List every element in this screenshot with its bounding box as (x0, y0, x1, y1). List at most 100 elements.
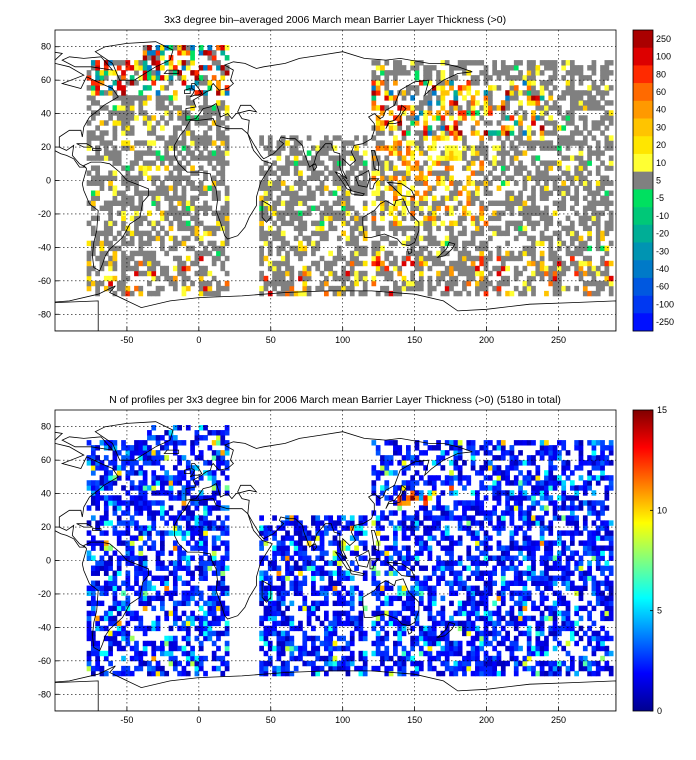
blt-cell (535, 155, 541, 161)
blt-cell (211, 150, 217, 156)
blt-cell (142, 270, 148, 277)
profile-count-cell (220, 530, 226, 536)
blt-cell (216, 85, 221, 91)
profile-count-cell (220, 670, 226, 677)
profile-count-cell (569, 555, 575, 561)
profile-count-cell (380, 625, 385, 632)
blt-cell (134, 215, 139, 222)
profile-count-cell (289, 555, 295, 561)
blt-cell (125, 265, 131, 272)
blt-cell (505, 205, 510, 211)
profile-count-cell (427, 655, 433, 662)
blt-cell (134, 175, 139, 181)
profile-count-cell (388, 615, 394, 622)
blt-cell (371, 280, 377, 287)
blt-cell (496, 130, 502, 136)
profile-count-cell (595, 550, 601, 556)
profile-count-cell (285, 570, 290, 576)
blt-cell (526, 60, 532, 66)
profile-count-cell (509, 530, 515, 536)
blt-cell (298, 175, 303, 181)
blt-cell (479, 170, 485, 176)
profile-count-cell (405, 535, 411, 541)
blt-cell (306, 270, 312, 277)
profile-count-cell (513, 665, 519, 672)
blt-cell (483, 145, 489, 151)
profile-count-cell (151, 585, 157, 591)
profile-count-cell (216, 620, 221, 627)
profile-count-cell (285, 660, 290, 667)
profile-count-cell (522, 660, 528, 667)
profile-count-cell (298, 540, 303, 546)
blt-cell (569, 120, 575, 126)
profile-count-cell (375, 610, 381, 617)
blt-cell (216, 255, 221, 262)
blt-cell (142, 115, 148, 121)
blt-cell (462, 260, 467, 267)
blt-cell (112, 265, 118, 272)
blt-cell (172, 275, 178, 282)
profile-count-cell (138, 570, 144, 576)
blt-cell (518, 250, 523, 257)
profile-count-cell (505, 610, 510, 617)
profile-count-cell (319, 585, 325, 591)
blt-cell (574, 130, 579, 136)
blt-cell (121, 280, 126, 287)
blt-cell (341, 215, 346, 222)
profile-count-cell (557, 555, 562, 561)
blt-cell (591, 265, 597, 272)
blt-cell (539, 255, 545, 262)
blt-cell (155, 70, 161, 76)
blt-cell (302, 200, 308, 206)
blt-cell (280, 190, 286, 196)
profile-count-cell (181, 600, 187, 607)
blt-cell (362, 165, 368, 171)
profile-count-cell (470, 605, 476, 612)
blt-cell (86, 180, 92, 186)
profile-count-cell (142, 640, 148, 647)
profile-count-cell (444, 645, 450, 652)
blt-cell (224, 205, 230, 211)
blt-cell (587, 150, 592, 156)
blt-cell (181, 130, 187, 136)
blt-cell (280, 180, 286, 186)
blt-cell (349, 280, 355, 287)
blt-cell (293, 170, 299, 176)
blt-cell (306, 195, 312, 201)
blt-cell (164, 215, 170, 222)
blt-cell (207, 250, 213, 257)
profile-count-cell (220, 615, 226, 622)
profile-count-cell (319, 640, 325, 647)
blt-cell (125, 125, 131, 131)
blt-cell (198, 185, 204, 191)
profile-count-cell (582, 655, 588, 662)
profile-count-cell (121, 635, 126, 642)
profile-count-cell (147, 530, 152, 536)
profile-count-cell (492, 665, 498, 672)
colorbar-swatch (633, 207, 653, 226)
profile-count-cell (405, 550, 411, 556)
blt-cell (384, 60, 390, 66)
blt-cell (198, 155, 204, 161)
blt-cell (449, 110, 454, 116)
blt-cell (198, 65, 204, 71)
profile-count-cell (328, 580, 334, 586)
blt-cell (224, 280, 230, 287)
blt-cell (393, 165, 398, 171)
blt-cell (177, 220, 182, 227)
profile-count-cell (151, 655, 157, 662)
blt-cell (151, 200, 157, 206)
blt-cell (280, 280, 286, 287)
blt-cell (272, 275, 277, 282)
profile-count-cell (267, 605, 273, 612)
blt-cell (263, 280, 269, 287)
blt-cell (388, 185, 394, 191)
blt-cell (259, 185, 264, 191)
blt-cell (185, 275, 191, 282)
blt-cell (608, 145, 614, 151)
blt-cell (388, 95, 394, 101)
blt-cell (557, 145, 562, 151)
blt-cell (401, 175, 407, 181)
profile-count-cell (147, 580, 152, 586)
blt-cell (190, 200, 195, 206)
